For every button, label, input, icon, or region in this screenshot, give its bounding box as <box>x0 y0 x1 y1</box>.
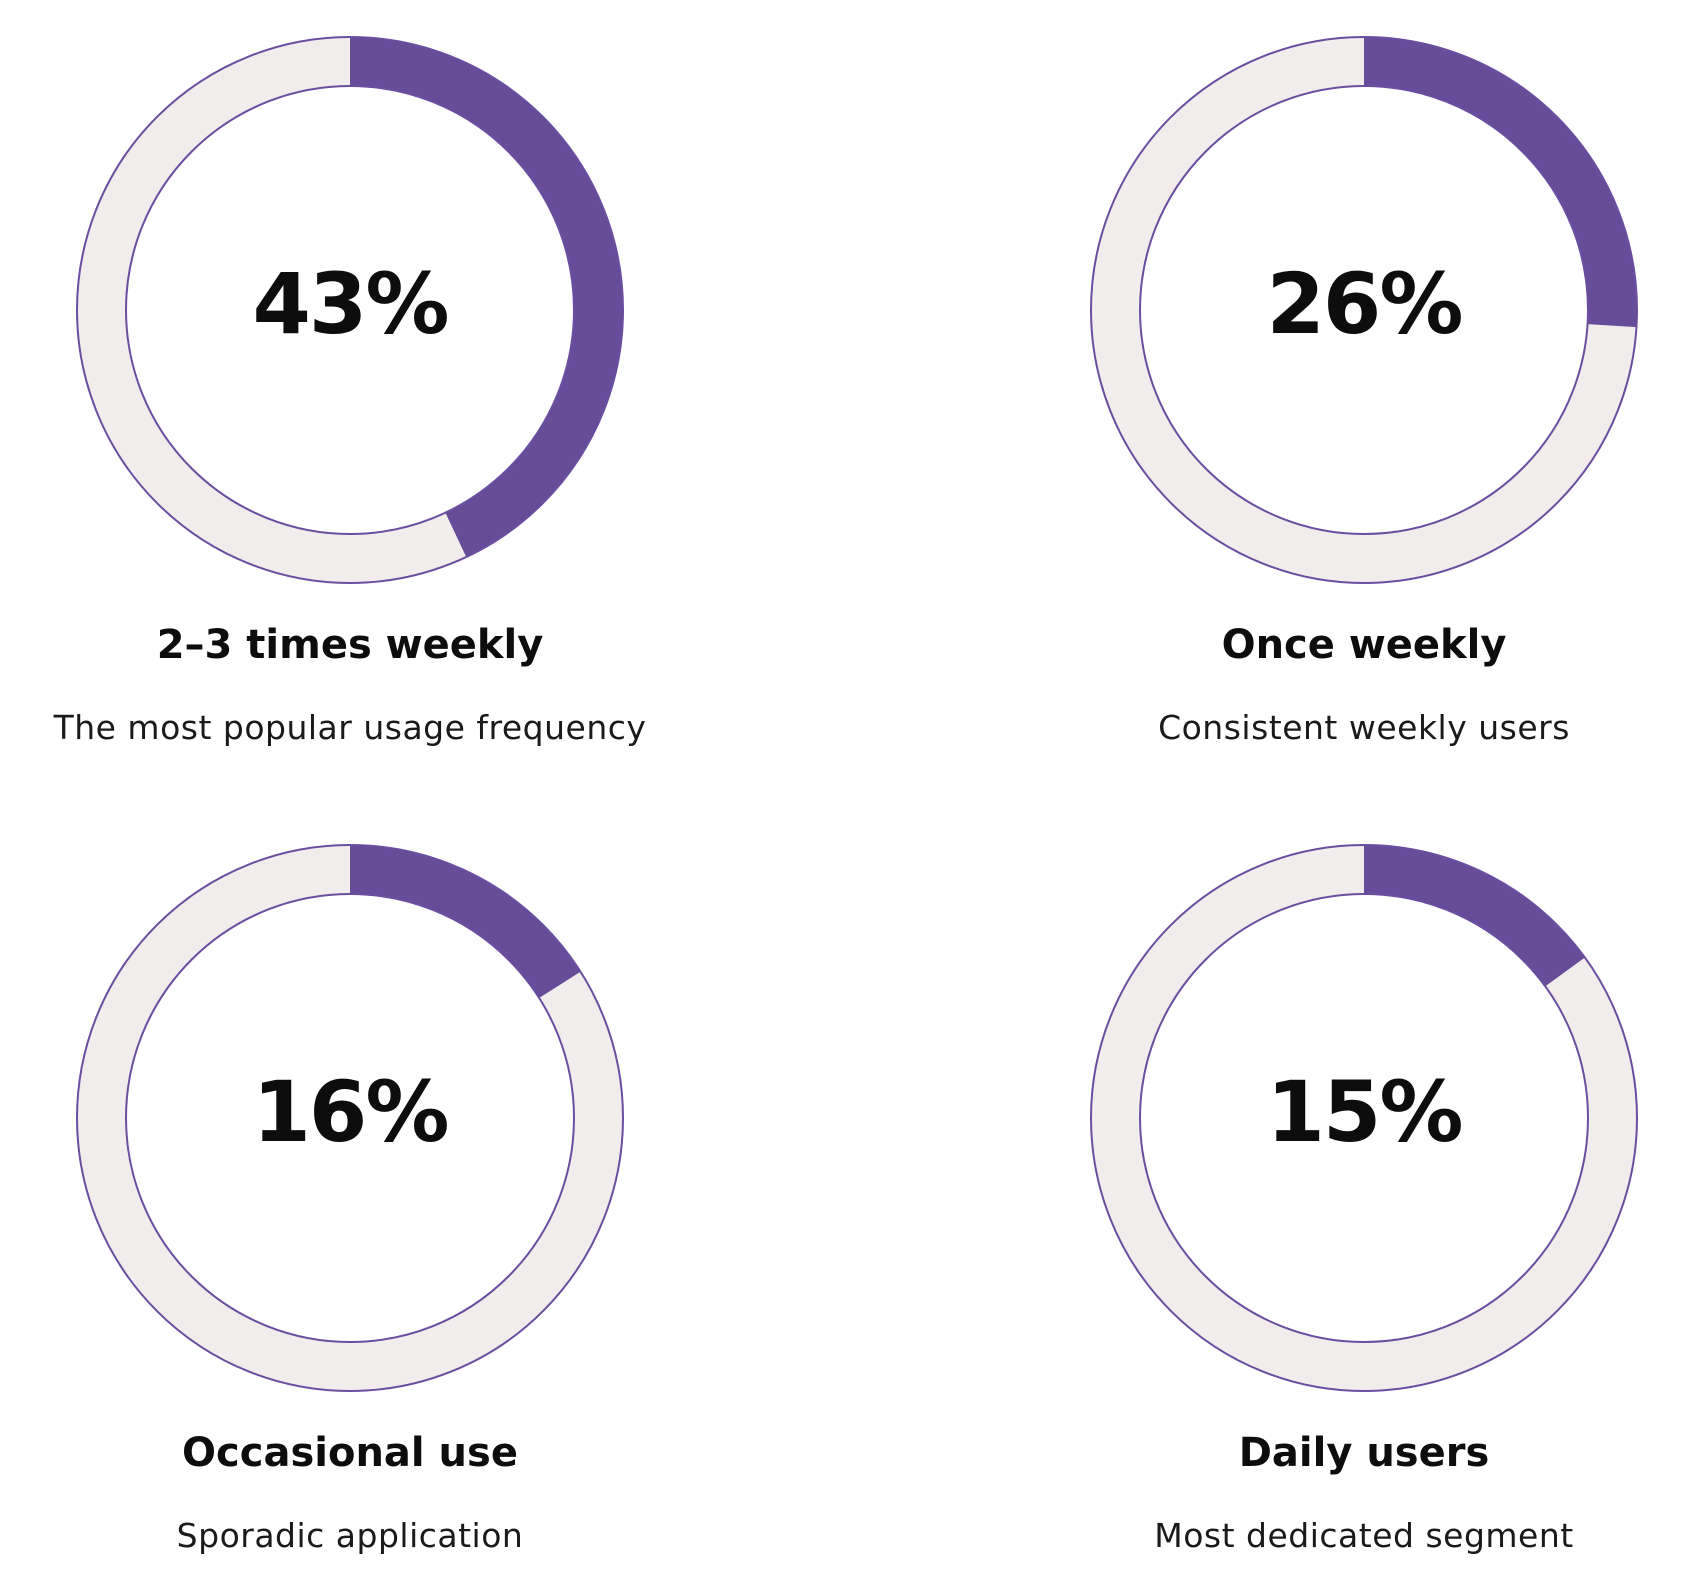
donut-outer-outline <box>1090 36 1638 584</box>
donut-value-segment <box>350 845 581 998</box>
donut-chart: 16% <box>76 844 624 1392</box>
percentage-label: 26% <box>1266 255 1461 353</box>
donut-card-daily-users: 15% Daily users Most dedicated segment <box>1014 808 1683 1568</box>
segment-description: Most dedicated segment <box>1154 1516 1574 1555</box>
donut-card-once-weekly: 26% Once weekly Consistent weekly users <box>1014 0 1683 760</box>
segment-description: Sporadic application <box>176 1516 524 1555</box>
donut-inner-outline <box>125 85 575 535</box>
donut-value-segment <box>1364 37 1637 328</box>
donut-inner-outline <box>125 893 575 1343</box>
donut-chart: 15% <box>1090 844 1638 1392</box>
segment-title: Daily users <box>1238 1430 1490 1476</box>
donut-chart: 43% <box>76 36 624 584</box>
percentage-label: 43% <box>252 255 447 353</box>
segment-title: Occasional use <box>182 1430 518 1476</box>
percentage-label: 16% <box>252 1063 447 1161</box>
donut-inner-outline <box>1139 893 1589 1343</box>
segment-description: Consistent weekly users <box>1158 708 1570 747</box>
percentage-label: 15% <box>1266 1063 1461 1161</box>
segment-title: Once weekly <box>1221 622 1507 668</box>
donut-inner-outline <box>1139 85 1589 535</box>
segment-title: 2–3 times weekly <box>156 622 544 668</box>
segment-description: The most popular usage frequency <box>53 708 647 747</box>
donut-card-occasional-use: 16% Occasional use Sporadic application <box>0 808 700 1568</box>
donut-chart: 26% <box>1090 36 1638 584</box>
donut-card-2-3-times-weekly: 43% 2–3 times weekly The most popular us… <box>0 0 700 760</box>
donut-outer-outline <box>1090 844 1638 1392</box>
donut-outer-outline <box>76 36 624 584</box>
donut-value-segment <box>1364 845 1585 987</box>
donut-outer-outline <box>76 844 624 1392</box>
donut-value-segment <box>350 37 623 558</box>
